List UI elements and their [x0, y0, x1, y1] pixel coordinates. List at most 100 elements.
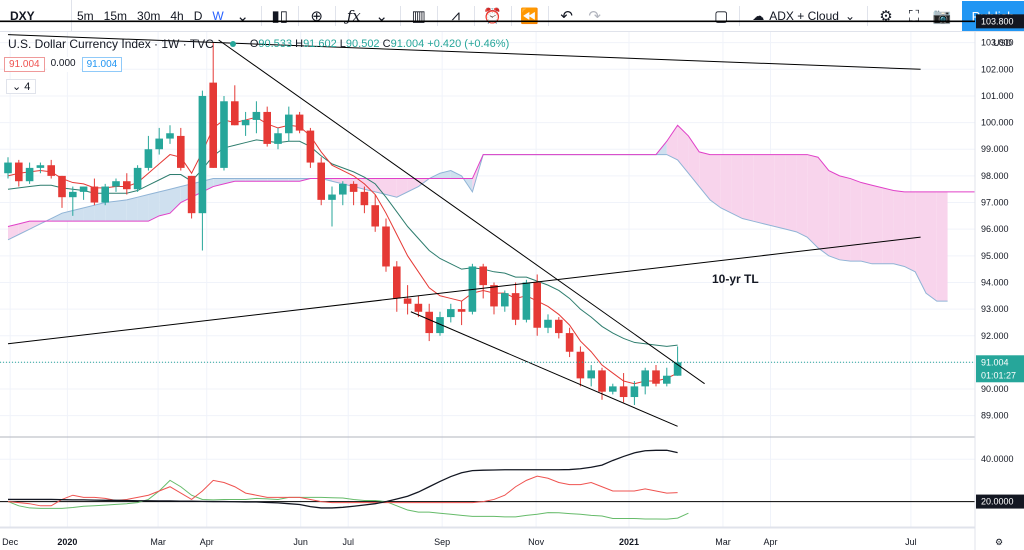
cloud-segment	[774, 154, 786, 230]
candle	[123, 173, 131, 195]
price-tick-label: 89.000	[981, 411, 1009, 421]
interval-dropdown-icon[interactable]: ⌄	[236, 7, 249, 25]
candle-body	[209, 82, 217, 168]
price-tick-label: 101.000	[981, 91, 1014, 101]
candles-icon[interactable]: ▮▯	[271, 7, 288, 25]
price-tick-label: 98.000	[981, 171, 1009, 181]
cloud-segment	[72, 207, 84, 222]
trendlines	[7, 34, 921, 427]
candle	[187, 175, 196, 219]
cloud-segment	[677, 125, 689, 174]
time-tick-label: 2020	[57, 537, 77, 547]
compare-icon[interactable]: ⊕	[310, 7, 323, 25]
candle	[25, 162, 34, 184]
chevron-down-icon: ⌄	[12, 81, 22, 93]
time-tick-label: Mar	[715, 537, 731, 547]
indicators-dropdown-icon[interactable]: ⌄	[375, 7, 388, 25]
financials-icon[interactable]: ▥	[411, 7, 426, 25]
level-price-tag	[976, 14, 1024, 29]
cloud-segment	[126, 197, 138, 222]
candle-body	[47, 165, 55, 176]
cloud-segment	[105, 201, 116, 222]
alert-icon[interactable]: ⏰	[483, 7, 503, 25]
interval-button[interactable]: 5m	[77, 8, 94, 23]
symbol-search[interactable]: DXY	[0, 0, 72, 32]
candle	[177, 127, 185, 171]
candle-body	[479, 266, 487, 286]
cloud-segment	[62, 210, 73, 222]
ichimoku-cloud	[7, 124, 1024, 302]
cloud-segment	[94, 202, 106, 222]
interval-button[interactable]: 15m	[103, 8, 128, 23]
cloud-segment	[396, 178, 408, 198]
fullscreen-icon[interactable]: ⛶	[908, 7, 920, 25]
cloud-segment	[170, 186, 181, 214]
cloud-segment	[839, 175, 851, 262]
indicator-value: 91.004	[4, 57, 45, 72]
indicators-icon[interactable]: ƒx	[346, 6, 361, 25]
candle-body	[220, 101, 228, 168]
cloud-segment	[904, 191, 916, 272]
cloud-segment	[893, 190, 905, 267]
price-tick-label: 92.000	[981, 331, 1009, 341]
candle-body	[187, 175, 196, 214]
indicator-value: 91.004	[81, 57, 123, 72]
candle-body	[587, 370, 595, 379]
candle	[652, 365, 660, 387]
interval-button[interactable]: 4h	[170, 8, 184, 23]
undo-icon[interactable]: ↶	[560, 7, 573, 25]
indicators-collapse-button[interactable]: ⌄ 4	[6, 79, 37, 94]
replay-icon[interactable]: ⏪	[520, 7, 540, 25]
toolbar-divider	[436, 5, 438, 26]
cloud-segment	[83, 205, 95, 222]
candle-body	[36, 165, 45, 168]
candle-body	[263, 111, 271, 144]
adx-pane	[0, 449, 975, 520]
time-tick-label: Nov	[528, 537, 545, 547]
interval-button[interactable]: W	[212, 8, 224, 23]
interval-button[interactable]: 30m	[137, 8, 161, 23]
ema-slow-line	[7, 139, 678, 347]
cloud-segment	[8, 223, 19, 240]
candle-body	[598, 370, 606, 392]
candle	[479, 263, 487, 299]
indicator-template-label: ADX + Cloud	[769, 9, 839, 23]
candle-body	[511, 293, 520, 320]
candle	[47, 159, 55, 179]
candle	[619, 373, 628, 403]
cloud-segment	[764, 154, 775, 227]
candle-body	[58, 175, 66, 198]
candle-body	[490, 285, 498, 307]
candle	[317, 157, 325, 206]
candle-body	[4, 162, 12, 174]
cloud-segment	[807, 154, 818, 248]
chevron-down-icon: ⌄	[844, 9, 855, 23]
cloud-segment	[137, 194, 149, 222]
interval-button[interactable]: D	[193, 8, 203, 23]
candle-body	[641, 370, 649, 387]
current-price-tag	[976, 355, 1024, 383]
toolbar-divider	[297, 5, 299, 26]
templates-icon[interactable]: ⩘	[451, 7, 460, 24]
gear-icon[interactable]: ⚙	[995, 537, 1003, 547]
candle	[447, 303, 455, 323]
cloud-segment	[159, 189, 170, 216]
candle-body	[144, 149, 153, 168]
candle	[663, 367, 671, 387]
candle	[393, 261, 401, 312]
candle-body	[79, 186, 88, 192]
candle-body	[155, 138, 163, 150]
price-axis-bg	[975, 32, 1024, 550]
price-tick-label: 100.000	[981, 118, 1014, 128]
indicator-template-select[interactable]: ☁ ADX + Cloud ⌄	[744, 0, 863, 32]
candle	[198, 90, 207, 251]
redo-icon[interactable]: ↷	[588, 7, 601, 25]
candle	[306, 127, 315, 168]
cloud-segment	[332, 178, 343, 184]
candle-body	[101, 186, 109, 203]
cloud-segment	[245, 178, 257, 182]
trendline	[410, 311, 678, 427]
toolbar-divider	[399, 5, 401, 26]
candle	[166, 125, 174, 144]
